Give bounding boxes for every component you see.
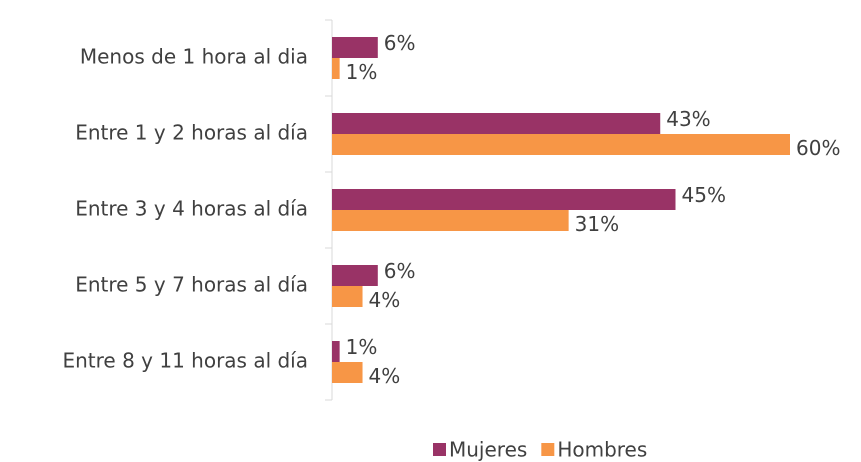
legend-label: Hombres: [557, 438, 647, 462]
value-label: 45%: [682, 183, 726, 207]
value-label: 31%: [575, 212, 619, 236]
category-label: Entre 3 y 4 horas al día: [75, 197, 308, 221]
value-label: 1%: [346, 335, 378, 359]
legend-label: Mujeres: [449, 438, 527, 462]
bar: [332, 58, 340, 79]
bar: [332, 210, 569, 231]
legend-swatch: [433, 443, 446, 456]
value-label: 6%: [384, 259, 416, 283]
category-label: Entre 1 y 2 horas al día: [75, 121, 308, 145]
value-label: 60%: [796, 136, 840, 160]
category-label: Menos de 1 hora al dia: [80, 45, 308, 69]
bar: [332, 37, 378, 58]
bar: [332, 189, 676, 210]
legend-swatch: [541, 443, 555, 456]
bar: [332, 341, 340, 362]
value-label: 4%: [369, 288, 401, 312]
category-label: Entre 8 y 11 horas al día: [62, 349, 308, 373]
bar: [332, 113, 661, 134]
bar: [332, 362, 363, 383]
category-label: Entre 5 y 7 horas al día: [75, 273, 308, 297]
bar: [332, 265, 378, 286]
bar: [332, 286, 363, 307]
value-label: 4%: [369, 364, 401, 388]
bar: [332, 134, 790, 155]
value-label: 1%: [346, 60, 378, 84]
value-label: 6%: [384, 31, 416, 55]
value-label: 43%: [666, 107, 710, 131]
